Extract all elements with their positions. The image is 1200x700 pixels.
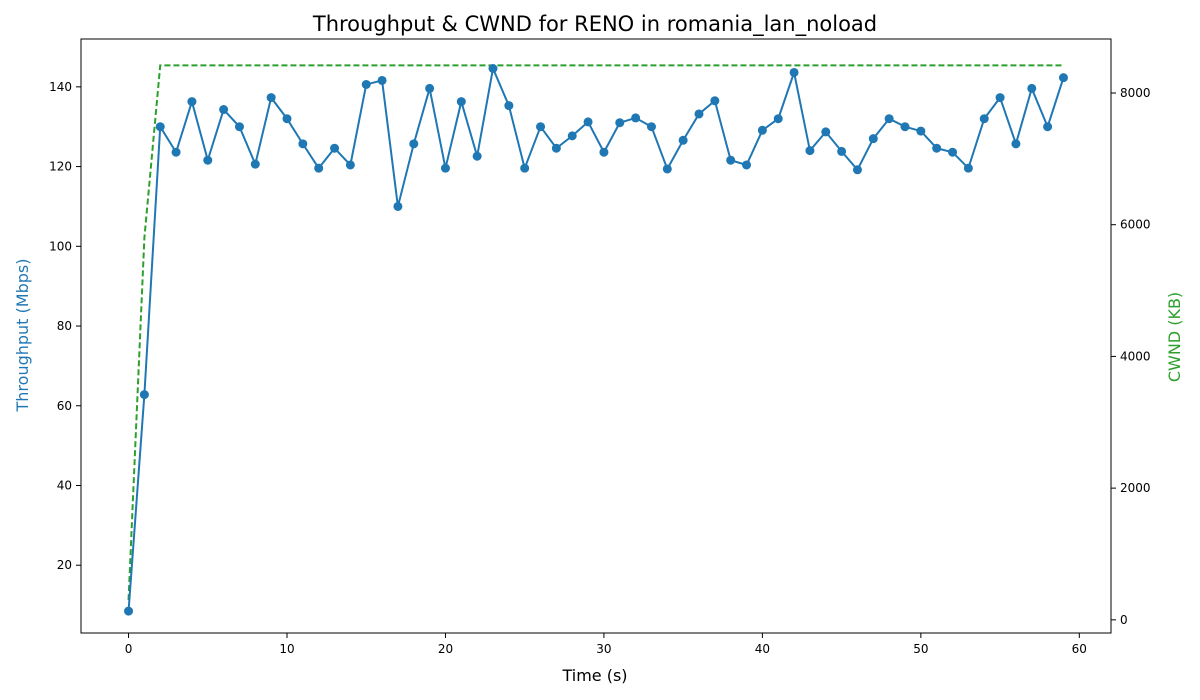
throughput-point [504,101,514,111]
throughput-point [314,163,324,173]
throughput-point [536,122,546,132]
throughput-point [124,606,134,616]
throughput-point [551,143,561,153]
throughput-point [1027,83,1037,93]
throughput-point [678,135,688,145]
cwnd-line [127,64,1064,601]
throughput-point [282,114,292,124]
throughput-point [1011,139,1021,149]
throughput-point [203,155,213,165]
x-tick-label: 50 [913,642,928,656]
throughput-point [456,97,466,107]
right-y-tick-label: 0 [1120,613,1128,627]
throughput-point [615,118,625,128]
throughput-point [472,151,482,161]
throughput-point [852,165,862,175]
throughput-point [916,126,926,136]
throughput-point [726,155,736,165]
throughput-point [298,139,308,149]
right-axis-title: CWND (KB) [1165,292,1184,382]
throughput-point [710,96,720,106]
throughput-point [979,114,989,124]
throughput-point [330,143,340,153]
throughput-point [694,109,704,119]
throughput-point [995,93,1005,103]
left-y-tick-label: 140 [49,80,72,94]
throughput-point [742,160,752,170]
throughput-point [963,163,973,173]
throughput-point [250,159,260,169]
x-tick-label: 40 [755,642,770,656]
throughput-point [345,160,355,170]
throughput-point [662,164,672,174]
throughput-point [837,146,847,156]
throughput-point [821,127,831,137]
left-y-tick-label: 120 [49,160,72,174]
chart-title: Throughput & CWND for RENO in romania_la… [312,12,877,37]
throughput-line [127,65,1065,612]
throughput-point [219,105,229,115]
right-y-tick-label: 4000 [1120,349,1151,363]
left-y-tick-label: 100 [49,239,72,253]
throughput-point [425,83,435,93]
x-tick-label: 60 [1072,642,1087,656]
throughput-point [393,201,403,211]
x-axis-title: Time (s) [561,666,627,685]
throughput-point [139,390,149,400]
left-y-tick-label: 60 [57,399,72,413]
throughput-point [900,122,910,132]
throughput-point [234,122,244,132]
throughput-point [187,97,197,107]
right-y-tick-label: 2000 [1120,481,1151,495]
left-y-tick-label: 80 [57,319,72,333]
throughput-point [646,122,656,132]
left-axis-title: Throughput (Mbps) [13,259,32,413]
throughput-point [520,163,530,173]
throughput-point [805,146,815,156]
throughput-point [266,93,276,103]
x-tick-label: 30 [596,642,611,656]
throughput-point [171,147,181,157]
right-y-tick-label: 6000 [1120,218,1151,232]
throughput-point [932,143,942,153]
x-tick-label: 0 [125,642,133,656]
throughput-point [789,67,799,77]
throughput-point [884,114,894,124]
throughput-point [757,125,767,135]
plot-content [124,64,1068,616]
x-tick-label: 20 [438,642,453,656]
throughput-point [1058,73,1068,83]
throughput-point [361,79,371,89]
left-y-tick-label: 40 [57,478,72,492]
throughput-point [155,122,165,132]
throughput-point [631,113,641,123]
throughput-point [948,147,958,157]
throughput-point [868,134,878,144]
right-y-tick-label: 8000 [1120,86,1151,100]
throughput-point [377,75,387,85]
throughput-point [773,114,783,124]
throughput-point [567,131,577,141]
throughput-point [1043,122,1053,132]
throughput-point [488,64,498,73]
left-y-tick-label: 20 [57,558,72,572]
x-tick-label: 10 [279,642,294,656]
plot-frame [80,38,1112,634]
throughput-point [409,139,419,149]
throughput-point [583,117,593,127]
throughput-point [440,163,450,173]
axes: 0 10 20 30 40 50 60 20 40 60 80 100 120 140 0 2000 4000 6… [49,38,1151,656]
throughput-point [599,147,609,157]
